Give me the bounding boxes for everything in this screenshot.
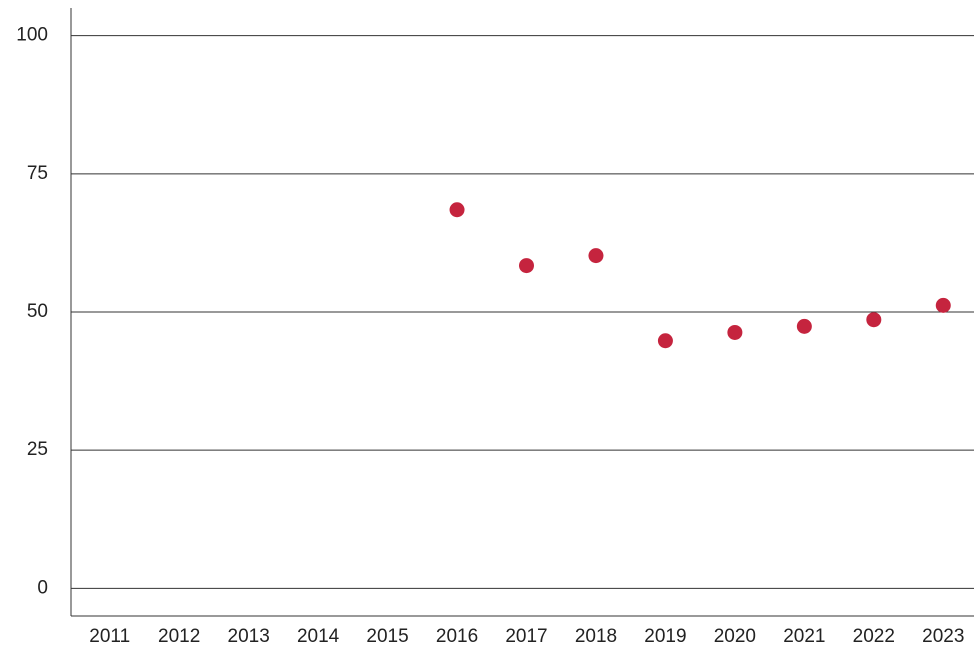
y-tick-label: 0	[37, 577, 48, 598]
x-tick-label: 2017	[505, 626, 547, 647]
x-tick-label: 2021	[783, 626, 825, 647]
x-tick-label: 2011	[89, 626, 130, 647]
dot	[727, 324, 743, 340]
x-tick-label: 2023	[922, 626, 964, 647]
x-tick-label: 2016	[436, 626, 478, 647]
dot	[796, 318, 812, 334]
y-tick-label: 75	[27, 163, 48, 184]
x-tick-label: 2018	[575, 626, 617, 647]
x-tick-label: 2012	[158, 626, 200, 647]
y-tick-label: 50	[27, 301, 48, 322]
x-tick-label: 2019	[644, 626, 686, 647]
dot	[588, 248, 604, 264]
x-tick-label: 2020	[714, 626, 756, 647]
dot	[449, 202, 465, 218]
dot	[519, 258, 534, 274]
y-tick-label: 100	[16, 25, 48, 46]
x-tick-label: 2022	[853, 626, 895, 647]
x-tick-label: 2015	[366, 626, 408, 647]
x-tick-label: 2013	[228, 626, 270, 647]
dot	[657, 333, 673, 349]
dot	[935, 297, 951, 313]
dot	[866, 312, 882, 328]
y-tick-label: 25	[27, 439, 48, 460]
x-tick-label: 2014	[297, 626, 340, 647]
